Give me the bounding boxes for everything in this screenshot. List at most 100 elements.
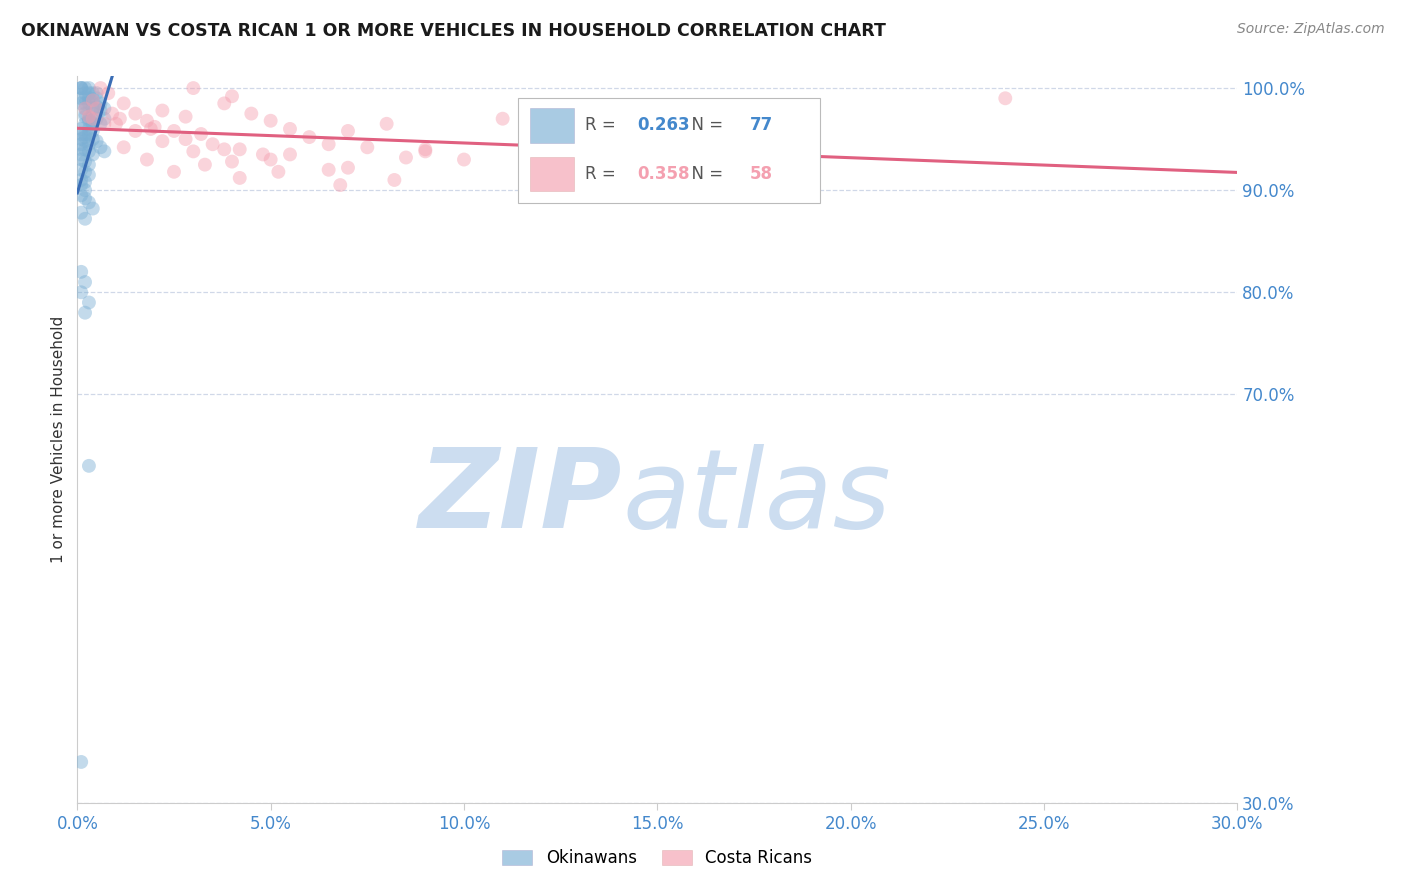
- Point: [260, 153, 283, 167]
- Y-axis label: 1 or more Vehicles in Household: 1 or more Vehicles in Household: [51, 316, 66, 563]
- Point: [214, 96, 236, 111]
- Point: [70, 178, 93, 192]
- Point: [86, 91, 108, 105]
- Point: [139, 122, 162, 136]
- Text: R =: R =: [585, 116, 621, 135]
- Legend: Okinawans, Costa Ricans: Okinawans, Costa Ricans: [502, 849, 813, 867]
- Point: [152, 103, 174, 118]
- Point: [337, 124, 360, 138]
- Point: [82, 147, 104, 161]
- Point: [194, 158, 217, 172]
- Point: [77, 112, 100, 126]
- Point: [105, 117, 127, 131]
- Point: [70, 122, 93, 136]
- Point: [112, 96, 135, 111]
- Point: [82, 202, 104, 216]
- Point: [108, 112, 131, 126]
- Point: [70, 147, 93, 161]
- Point: [75, 183, 96, 197]
- Point: [174, 132, 197, 146]
- Point: [75, 110, 96, 124]
- Point: [77, 122, 100, 136]
- Point: [163, 165, 186, 179]
- Point: [214, 142, 236, 156]
- Point: [267, 165, 290, 179]
- Point: [70, 91, 93, 105]
- Point: [70, 127, 93, 141]
- Point: [329, 178, 352, 192]
- Point: [152, 134, 174, 148]
- Point: [492, 112, 515, 126]
- Point: [82, 102, 104, 116]
- Point: [252, 147, 274, 161]
- Point: [318, 162, 340, 177]
- Point: [260, 113, 283, 128]
- Point: [278, 122, 301, 136]
- Point: [70, 173, 93, 187]
- Point: [90, 140, 111, 154]
- Point: [75, 102, 96, 116]
- Point: [77, 81, 100, 95]
- Point: [86, 112, 108, 126]
- Point: [183, 81, 205, 95]
- Point: [75, 127, 96, 141]
- Point: [75, 142, 96, 156]
- Point: [75, 130, 96, 145]
- Point: [86, 86, 108, 100]
- Point: [163, 124, 186, 138]
- Point: [124, 124, 146, 138]
- Point: [70, 81, 93, 95]
- Point: [190, 127, 212, 141]
- Point: [90, 103, 111, 118]
- Point: [82, 93, 104, 107]
- Text: R =: R =: [585, 165, 621, 183]
- Point: [82, 124, 104, 138]
- Point: [70, 81, 93, 95]
- Point: [77, 91, 100, 105]
- Point: [75, 102, 96, 116]
- Point: [77, 137, 100, 152]
- Point: [82, 132, 104, 146]
- Point: [75, 117, 96, 131]
- Text: 77: 77: [751, 116, 773, 135]
- Point: [75, 191, 96, 205]
- Point: [77, 458, 100, 473]
- Point: [70, 137, 93, 152]
- Text: N =: N =: [681, 165, 728, 183]
- Point: [82, 112, 104, 126]
- Point: [228, 142, 252, 156]
- Point: [77, 113, 100, 128]
- Point: [413, 145, 436, 159]
- Point: [75, 81, 96, 95]
- Text: atlas: atlas: [623, 444, 891, 551]
- Point: [124, 106, 146, 120]
- Point: [70, 162, 93, 177]
- Point: [201, 137, 224, 152]
- Point: [174, 110, 197, 124]
- Point: [77, 195, 100, 210]
- Point: [77, 158, 100, 172]
- Point: [395, 151, 418, 165]
- Text: Source: ZipAtlas.com: Source: ZipAtlas.com: [1237, 22, 1385, 37]
- Point: [75, 86, 96, 100]
- Point: [86, 99, 108, 113]
- Point: [82, 106, 104, 120]
- Point: [221, 89, 243, 103]
- Point: [75, 96, 96, 111]
- Point: [70, 755, 93, 769]
- Point: [75, 175, 96, 189]
- Point: [413, 142, 436, 156]
- Point: [77, 145, 100, 159]
- FancyBboxPatch shape: [530, 108, 574, 143]
- Point: [356, 140, 378, 154]
- Point: [77, 96, 100, 111]
- Point: [337, 161, 360, 175]
- Point: [136, 113, 159, 128]
- Point: [93, 112, 115, 126]
- Point: [75, 106, 96, 120]
- Point: [143, 120, 166, 134]
- Point: [318, 137, 340, 152]
- Point: [75, 91, 96, 105]
- Point: [75, 154, 96, 169]
- Point: [86, 102, 108, 116]
